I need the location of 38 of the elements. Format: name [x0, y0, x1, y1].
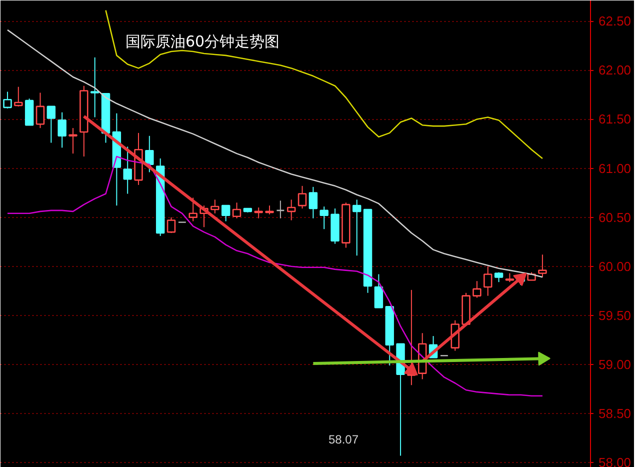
- candlestick: [3, 91, 12, 109]
- candlestick: [221, 204, 230, 222]
- candlestick: [320, 206, 328, 230]
- candlestick: [210, 199, 220, 214]
- y-tick-label: 59.50: [598, 308, 632, 323]
- annotation: 58.07: [328, 432, 359, 446]
- candlestick: [538, 254, 547, 278]
- candlestick: [188, 197, 198, 222]
- candlestick: [484, 266, 492, 296]
- y-tick-label: 58.50: [598, 406, 632, 422]
- candlestick: [286, 199, 296, 221]
- y-tick-label: 61.50: [598, 112, 632, 127]
- candlestick: [90, 56, 100, 118]
- y-tick-label: 60.50: [598, 210, 632, 225]
- candlestick: [352, 199, 362, 256]
- y-tick-label: 61.00: [598, 160, 632, 176]
- candlestick: [232, 202, 242, 219]
- candlestick: [166, 216, 176, 234]
- candlestick: [472, 280, 482, 298]
- candlestick: [276, 200, 285, 219]
- y-tick-label: 58.00: [598, 455, 632, 467]
- candlestick: [308, 186, 318, 219]
- candlestick: [298, 185, 307, 209]
- candlestick: [46, 106, 56, 144]
- candlestick: [123, 146, 132, 194]
- candlestick: [36, 92, 45, 129]
- candlestick: [68, 128, 78, 154]
- y-tick-label: 59.00: [598, 356, 632, 372]
- y-tick-label: 62.50: [598, 14, 632, 29]
- candlestick: [14, 86, 23, 107]
- y-tick-label: 60.00: [598, 258, 632, 274]
- candlestick: [374, 274, 384, 308]
- candlestick: [58, 112, 66, 148]
- line-series: [105, 10, 544, 160]
- candlestick: [254, 207, 263, 219]
- text: 国际原油60分钟走势图: [126, 32, 280, 50]
- candlestick: [145, 135, 154, 173]
- y-tick-label: 62.00: [598, 62, 632, 78]
